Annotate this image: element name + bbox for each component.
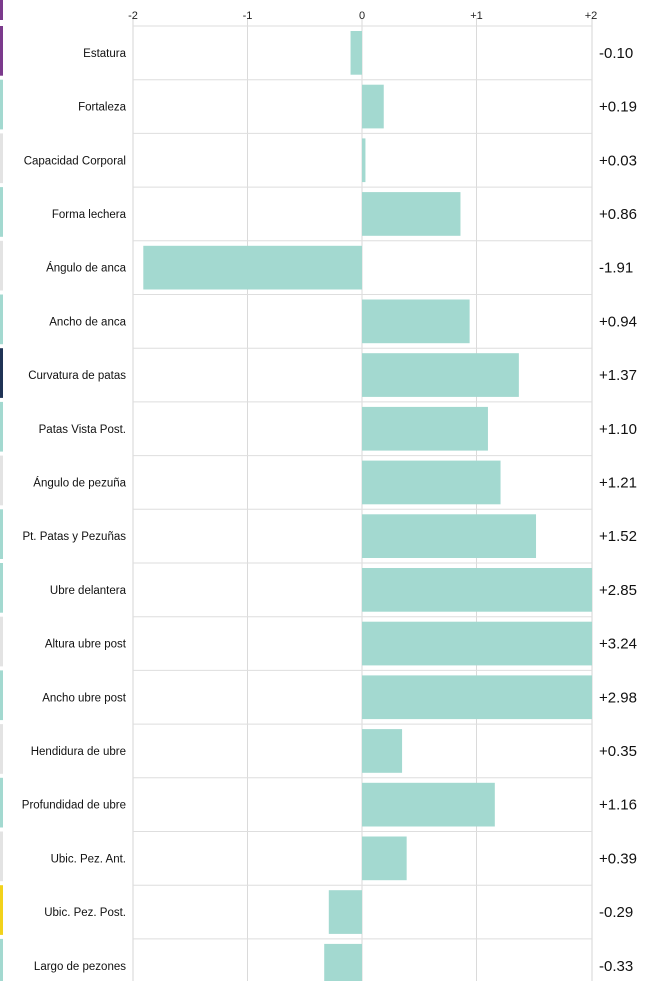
bar: [362, 568, 592, 612]
x-tick-label: -2: [128, 10, 138, 22]
value-label: +1.21: [599, 474, 637, 491]
edge-strip-segment: [0, 294, 3, 345]
category-label: Curvatura de patas: [28, 370, 126, 382]
edge-strip-segment: [0, 670, 3, 721]
bar: [362, 514, 537, 558]
category-label: Patas Vista Post.: [39, 424, 126, 436]
edge-strip-segment: [0, 831, 3, 882]
edge-strip-segment: [0, 563, 3, 613]
edge-strip-segment: [0, 938, 3, 981]
category-label: Hendidura de ubre: [31, 746, 126, 758]
bar: [362, 729, 403, 773]
value-label: +1.52: [599, 528, 637, 545]
category-label: Capacidad Corporal: [24, 155, 126, 167]
value-label: +1.37: [599, 367, 637, 384]
value-label: -0.10: [599, 45, 633, 62]
bar: [362, 192, 461, 236]
category-labels: Estatura Fortaleza Capacidad Corporal Forma…: [22, 48, 127, 973]
value-label: +2.85: [599, 582, 637, 599]
value-label: +0.86: [599, 206, 637, 223]
value-labels: -0.10 +0.19 +0.03 +0.86 -1.91 +0.94 +1.37 +1.10…: [599, 45, 637, 975]
value-label: -0.33: [599, 958, 633, 975]
category-label: Ubic. Pez. Ant.: [51, 853, 126, 865]
value-label: +0.03: [599, 152, 637, 169]
x-tick-label: +2: [585, 10, 598, 22]
bar: [362, 353, 519, 397]
bar: [350, 31, 362, 75]
edge-strip-segment: [0, 401, 3, 452]
bar: [362, 138, 366, 183]
bar: [328, 890, 362, 934]
edge-strip-segment: [0, 348, 3, 398]
category-label: Ubre delantera: [50, 585, 127, 597]
bar: [324, 943, 362, 981]
edge-strip-segment: [0, 240, 3, 291]
edge-strip-segment: [0, 777, 3, 828]
value-label: -0.29: [599, 904, 633, 921]
category-label: Altura ubre post: [45, 639, 127, 651]
category-label: Largo de pezones: [34, 961, 126, 973]
edge-strip-segment: [0, 455, 3, 506]
value-label: +0.19: [599, 99, 637, 116]
edge-strip-segment: [0, 616, 3, 667]
category-label: Ángulo de anca: [46, 262, 127, 275]
category-label: Estatura: [83, 48, 126, 60]
value-label: +0.35: [599, 743, 637, 760]
bar: [362, 406, 488, 451]
edge-strip-segment: [0, 26, 3, 76]
value-label: +1.16: [599, 797, 637, 814]
gridlines: [132, 18, 593, 981]
edge-strip-segment: [0, 885, 3, 935]
bar: [362, 460, 501, 505]
edge-strip-segment: [0, 0, 3, 20]
category-label: Forma lechera: [52, 209, 127, 221]
category-label: Ancho de anca: [49, 316, 126, 328]
category-label: Profundidad de ubre: [22, 800, 126, 812]
value-label: -1.91: [599, 260, 633, 277]
x-tick-labels: -2 -1 0 +1 +2: [128, 10, 597, 22]
edge-strip-segment: [0, 509, 3, 559]
category-label: Fortaleza: [78, 102, 127, 114]
edge-strip-segment: [0, 133, 3, 184]
edge-strip-segment: [0, 724, 3, 774]
value-label: +2.98: [599, 689, 637, 706]
left-edge-strip: [0, 0, 3, 981]
bar: [143, 245, 362, 290]
bar: [362, 675, 592, 720]
value-label: +0.94: [599, 313, 637, 330]
edge-strip-segment: [0, 187, 3, 237]
value-label: +1.10: [599, 421, 637, 438]
category-label: Ubic. Pez. Post.: [44, 907, 126, 919]
category-label: Pt. Patas y Pezuñas: [22, 531, 126, 543]
bar: [362, 299, 470, 344]
bars: [143, 31, 592, 981]
x-tick-label: +1: [470, 10, 483, 22]
bar: [362, 84, 384, 129]
category-label: Ángulo de pezuña: [33, 476, 126, 489]
x-tick-label: 0: [359, 10, 365, 22]
bar: [362, 782, 495, 827]
category-label: Ancho ubre post: [42, 692, 127, 704]
bar: [362, 836, 407, 881]
x-tick-label: -1: [243, 10, 253, 22]
edge-strip-segment: [0, 79, 3, 130]
value-label: +0.39: [599, 850, 637, 867]
bar: [362, 621, 592, 666]
value-label: +3.24: [599, 636, 637, 653]
